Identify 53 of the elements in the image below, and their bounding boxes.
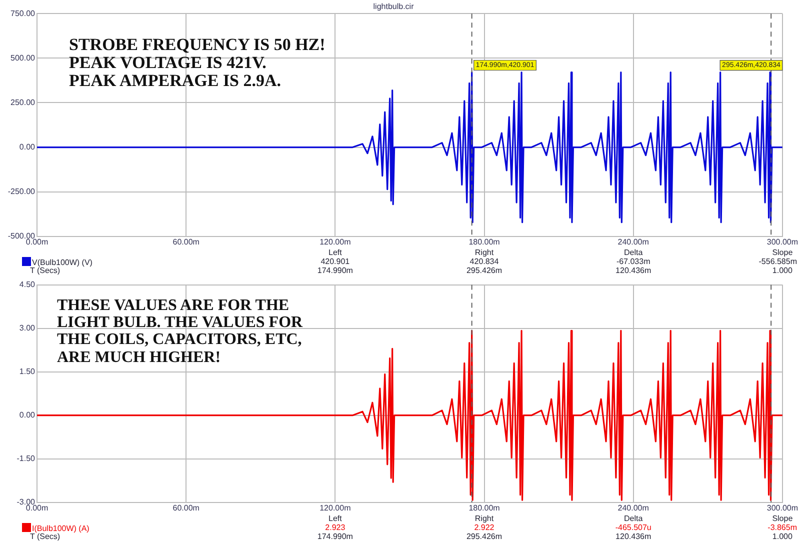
text: 1.000 [772, 266, 792, 275]
x-tick-label: 60.00m [172, 237, 200, 246]
y-tick-label: 0.00 [19, 410, 36, 420]
x-tick-label: 60.00m [172, 503, 200, 512]
text: 174.990m [317, 532, 353, 541]
y-tick-label: -1.50 [16, 454, 36, 464]
y-tick-label: -250.00 [8, 187, 36, 196]
text: Right [474, 248, 494, 257]
y-tick-label: 250.00 [10, 98, 36, 107]
y-tick-label: 0.00 [19, 142, 36, 152]
text: -465.507u [615, 523, 652, 532]
text: 174.990m [317, 266, 353, 275]
text: Slope [772, 248, 793, 257]
x-tick-label: 120.00m [320, 503, 352, 512]
text: 2.922 [474, 523, 494, 532]
y-tick-label: 500.00 [10, 53, 36, 62]
x-tick-label: 180.00m [468, 237, 500, 246]
text: T (Secs) [30, 266, 60, 275]
annotation: THESE VALUES ARE FOR THE LIGHT BULB. THE VALUES FOR THE COILS, CAPACITORS, ETC, ARE MUCH HIGHER! [57, 296, 303, 366]
y-tick-label: 4.50 [19, 280, 36, 290]
x-tick-label: 300.00m [766, 237, 798, 246]
text: Delta [624, 248, 643, 257]
x-tick-label: 180.00m [468, 503, 500, 512]
text: -3.865m [768, 523, 798, 532]
text: 420.834 [470, 257, 499, 266]
text: Left [328, 514, 342, 523]
text: Slope [772, 514, 793, 523]
y-tick-label: 1.50 [19, 367, 36, 376]
text: 2.923 [325, 523, 346, 532]
text: 120.436m [616, 532, 652, 541]
text: -67.033m [616, 257, 650, 266]
text: Delta [624, 514, 643, 523]
text: T (Secs) [30, 532, 60, 541]
x-tick-label: 240.00m [618, 237, 650, 246]
text: 1.000 [772, 532, 792, 541]
x-tick-label: 0.00m [26, 503, 48, 512]
text: 420.901 [320, 257, 350, 266]
text: -556.585m [758, 257, 797, 266]
annotation: STROBE FREQUENCY IS 50 HZ! PEAK VOLTAGE IS 421V. PEAK AMPERAGE IS 2.9A. [69, 34, 326, 91]
x-tick-label: 0.00m [26, 237, 48, 246]
x-tick-label: 300.00m [766, 503, 798, 512]
text: 120.436m [616, 266, 652, 275]
x-tick-label: 120.00m [320, 237, 352, 246]
y-tick-label: 750.00 [10, 8, 36, 18]
chart-title: lightbulb.cir [373, 2, 414, 12]
y-tick-label: 3.00 [19, 324, 36, 333]
text: Left [328, 248, 342, 257]
text: 295.426m [466, 266, 502, 275]
legend-label: I(Bulb100W) (A) [31, 523, 90, 533]
legend-label: V(Bulb100W) (V) [31, 257, 92, 267]
text: Right [474, 514, 494, 523]
text: 295.426m [466, 532, 502, 541]
x-tick-label: 240.00m [618, 503, 650, 512]
